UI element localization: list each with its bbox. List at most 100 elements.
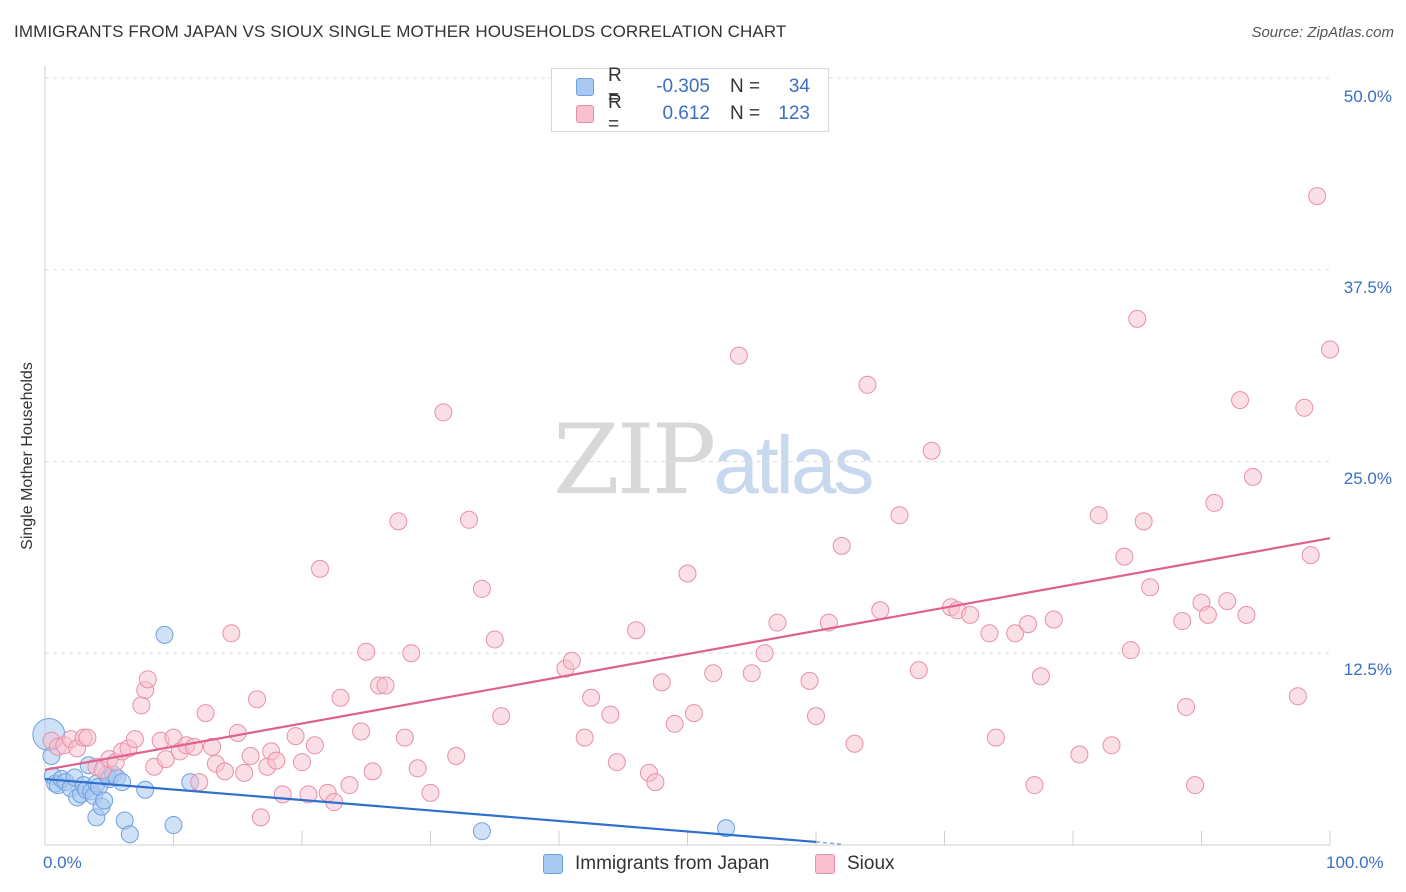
sioux-point [421,783,440,802]
sioux-point [251,808,270,827]
sioux-point [363,762,382,781]
sioux-point [1019,615,1038,634]
sioux-point [665,714,684,733]
sioux-point [845,734,864,753]
y-tick-label: 50.0% [1343,87,1392,106]
sioux-point [986,728,1005,747]
sioux-point [310,559,329,578]
sioux-point [357,642,376,661]
sioux-point [376,676,395,695]
r-value: 0.612 [662,103,710,124]
sioux-point [1121,641,1140,660]
sioux-point [922,441,941,460]
sioux-point [1141,578,1160,597]
sioux-point [1243,467,1262,486]
y-tick-label: 25.0% [1343,469,1392,488]
sioux-point [389,512,408,531]
sioux-point [460,510,479,529]
sioux-point [1177,697,1196,716]
sioux-point [1295,398,1314,417]
sioux-point [1205,493,1224,512]
sioux-point [156,750,175,769]
sioux-point [352,722,371,741]
sioux-point [1237,605,1256,624]
sioux-point [1128,309,1147,328]
sioux-point [1218,592,1237,611]
sioux-point [832,536,851,555]
sioux-point [203,737,222,756]
source-credit: Source: ZipAtlas.com [1251,24,1394,41]
sioux-point [1089,506,1108,525]
sioux-point [1006,624,1025,643]
sioux-point [607,753,626,772]
japan-trendline-extension [815,841,842,845]
sioux-point [434,403,453,422]
sioux-point [132,696,151,715]
sioux-point [807,707,825,726]
sioux-point [267,751,286,770]
sioux-point [1173,612,1192,631]
sioux-point [1301,546,1320,565]
sioux-point [78,728,97,747]
sioux-point [652,673,671,692]
sioux-point [1186,776,1205,795]
sioux-point [138,670,157,689]
sioux-point [408,759,427,778]
japan-point [717,819,736,838]
sioux-point [1070,745,1089,764]
sioux-point [241,747,260,766]
correlation-legend: R = -0.305 N = 34 R = 0.612 N = 123 [551,65,829,135]
sioux-point [1198,605,1217,624]
sioux-point [1044,610,1063,629]
sioux-point [196,704,215,723]
watermark-atlas: atlas [713,420,874,511]
sioux-point [395,728,414,747]
x-tick-label: 100.0% [1326,853,1384,872]
sioux-point [704,664,723,683]
y-tick-label: 37.5% [1343,278,1392,297]
chart-title: IMMIGRANTS FROM JAPAN VS SIOUX SINGLE MO… [14,22,787,41]
japan-point [120,825,139,844]
sioux-point [909,661,928,680]
sioux-point [293,753,311,772]
sioux-point [646,773,665,792]
sioux-point [1288,687,1307,706]
sioux-trendline [44,537,1331,771]
sioux-point [1025,776,1044,795]
r-label: R = [608,92,622,135]
sioux-point [472,579,491,598]
legend-row-sioux: R = 0.612 N = 123 [576,92,810,135]
legend-swatch-blue [543,854,563,874]
sioux-point [215,762,234,781]
sioux-point [601,705,620,724]
legend-swatch-pink [576,105,594,123]
sioux-point [684,704,703,723]
sioux-point [273,785,292,804]
y-tick-label: 12.5% [1343,660,1392,679]
sioux-point [402,644,421,663]
watermark: ZIPatlas [553,404,874,516]
sioux-point [331,688,350,707]
sioux-point [678,564,697,583]
legend-row-japan: R = -0.305 N = 34 [576,65,810,108]
legend-label: Immigrants from Japan [575,853,770,874]
sioux-point [222,624,241,643]
sioux-point [729,346,748,365]
sioux-point [1102,736,1121,755]
sioux-point [235,763,254,782]
legend-item-japan[interactable]: Immigrants from Japan [543,853,769,875]
japan-trendline [44,777,817,844]
n-label: N = [730,76,761,97]
sioux-point [562,651,581,670]
legend-item-sioux[interactable]: Sioux [815,853,895,875]
sioux-point [768,613,787,632]
sioux-point [305,736,324,755]
n-value: 34 [788,76,810,97]
watermark-zip: ZIP [553,404,716,516]
legend-swatch-blue [576,78,594,96]
japan-point [136,780,155,799]
sioux-point [248,690,267,709]
sioux-point [340,776,359,795]
sioux-point [125,730,144,749]
